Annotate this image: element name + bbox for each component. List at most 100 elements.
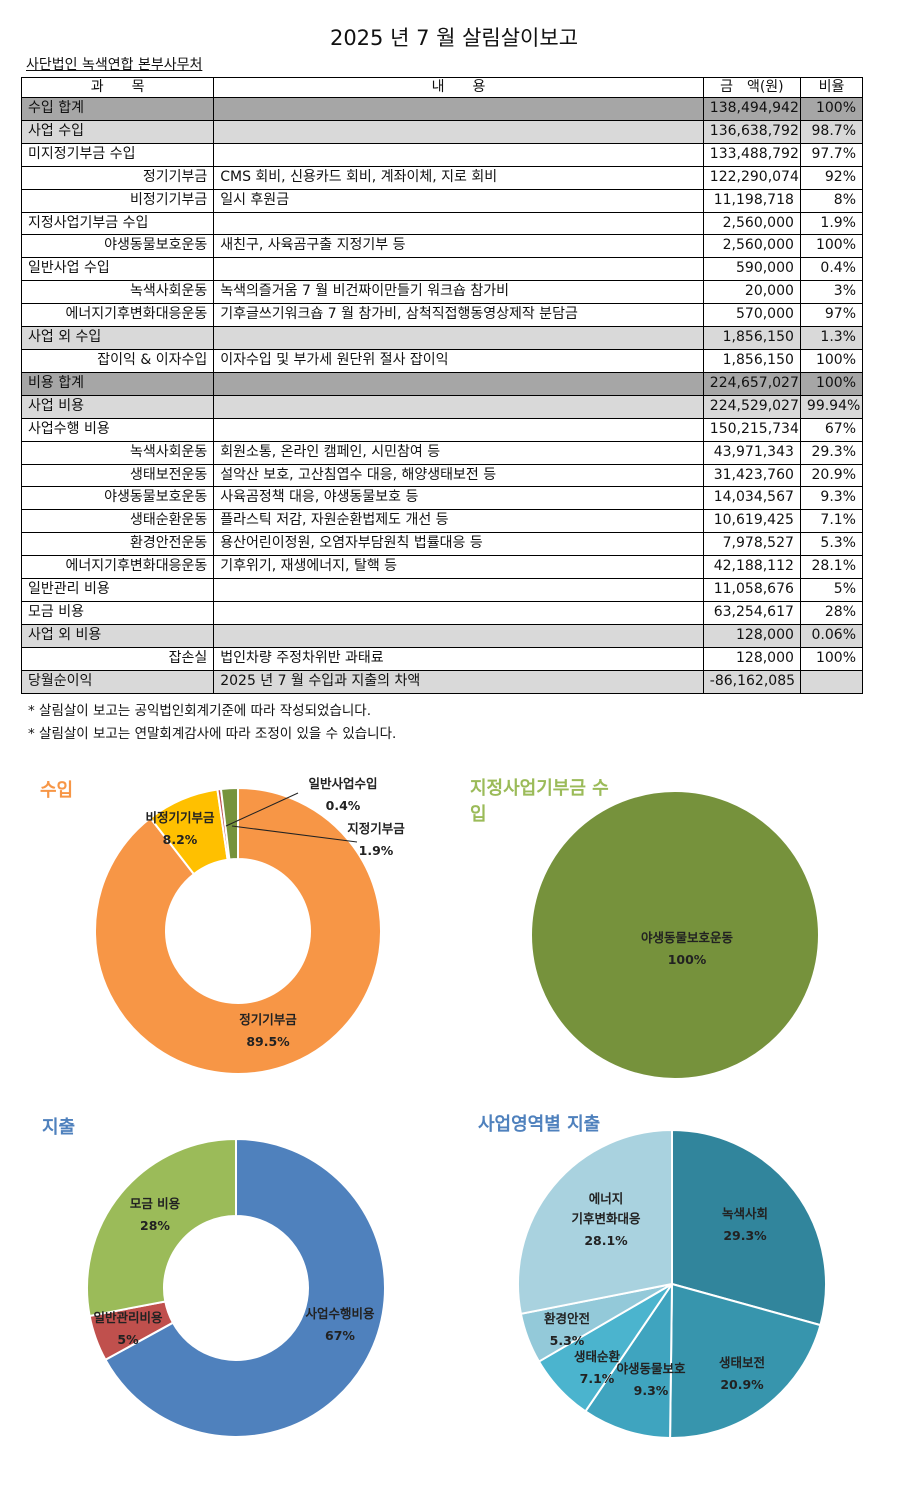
- slice-label: 에너지: [589, 1191, 624, 1206]
- table-cell-subject: 에너지기후변화대응운동: [20, 555, 215, 580]
- table-row: 생태순환운동 플라스틱 저감, 자원순환법제도 개선 등 10,619,425 7.1…: [20, 509, 864, 534]
- table-header-row: 과 목 내 용 금 액(원) 비율: [20, 77, 864, 98]
- table-cell-subject: 일반사업 수입: [20, 257, 215, 282]
- slice-value-label: 29.3%: [723, 1228, 767, 1243]
- table-cell-ratio: 98.7%: [799, 119, 864, 144]
- slice-label: 야생동물보호: [616, 1361, 686, 1376]
- table-cell-ratio: 99.94%: [799, 394, 864, 419]
- finance-table: 과 목 내 용 금 액(원) 비율 수입 합계 138,494,942 100% 사업…: [20, 77, 864, 694]
- table-cell-subject: 정기기부금: [20, 165, 215, 190]
- slice-value-label: 20.9%: [720, 1377, 764, 1392]
- table-cell-content: 기후위기, 재생에너지, 탈핵 등: [213, 555, 704, 580]
- table-cell-ratio: 1.3%: [799, 326, 864, 350]
- slice-value-label: 28.1%: [584, 1233, 628, 1248]
- table-cell-amount: 590,000: [702, 257, 801, 282]
- table-row: 정기기부금 CMS 회비, 신용카드 회비, 계좌이체, 지로 회비 122,290…: [20, 165, 864, 190]
- table-cell-subject: 생태순환운동: [20, 509, 215, 534]
- table-row: 사업 외 수입 1,856,150 1.3%: [20, 326, 864, 350]
- table-cell-content: 일시 후원금: [213, 188, 704, 213]
- pie-slice: [216, 787, 231, 861]
- table-row: 사업 외 비용 128,000 0.06%: [20, 623, 864, 648]
- table-cell-amount: 20,000: [702, 280, 801, 305]
- chart-title-expense: 지출: [42, 1117, 76, 1138]
- table-cell-subject: 생태보전운동: [20, 463, 215, 488]
- table-row: 에너지기후변화대응운동 기후위기, 재생에너지, 탈핵 등 42,188,112 28…: [20, 555, 864, 580]
- table-cell-subject: 사업 외 비용: [20, 623, 215, 648]
- pie-slice: [94, 786, 382, 1075]
- table-cell-amount: 11,198,718: [702, 188, 801, 213]
- table-cell-ratio: 100%: [799, 646, 864, 671]
- table-cell-subject: 미지정기부금 수입: [20, 142, 215, 167]
- table-cell-subject: 사업수행 비용: [20, 417, 215, 442]
- table-cell-ratio: 100%: [799, 371, 864, 396]
- table-cell-content: 플라스틱 저감, 자원순환법제도 개선 등: [213, 509, 704, 534]
- table-cell-ratio: 100%: [799, 234, 864, 259]
- pie-slice: [537, 1283, 673, 1413]
- pie-slice: [529, 790, 821, 1080]
- note-line: * 살림살이 보고는 공익법인회계기준에 따라 작성되었습니다.: [28, 703, 371, 719]
- notes: * 살림살이 보고는 공익법인회계기준에 따라 작성되었습니다. * 살림살이 …: [28, 700, 396, 746]
- slice-value-label: 0.4%: [326, 798, 361, 813]
- table-cell-ratio: 28.1%: [799, 555, 864, 580]
- table-cell-subject: 잡이익 & 이자수입: [20, 348, 215, 373]
- table-cell-subject: 사업 비용: [20, 394, 215, 419]
- slice-value-label: 28%: [140, 1218, 170, 1233]
- slice-label: 지정기부금: [347, 821, 405, 836]
- table-cell-ratio: 8%: [799, 188, 864, 213]
- pie-slice: [671, 1128, 827, 1327]
- slice-value-label: 100%: [668, 952, 707, 967]
- table-cell-content: [213, 211, 704, 236]
- slice-label: 환경안전: [544, 1311, 590, 1326]
- leader-line: [225, 792, 299, 827]
- pie-slice: [519, 1283, 673, 1363]
- table-cell-content: 2025 년 7 월 수입과 지출의 차액: [213, 669, 704, 694]
- table-cell-content: 기후글쓰기워크숍 7 월 참가비, 삼척직접행동영상제작 분담금: [213, 303, 704, 328]
- table-row: 야생동물보호운동 새친구, 사육곰구출 지정기부 등 2,560,000 100%: [20, 234, 864, 259]
- table-cell-amount: 224,529,027: [702, 394, 801, 419]
- pie-slice: [584, 1280, 674, 1440]
- table-cell-content: [213, 97, 704, 121]
- table-cell-subject: 비정기기부금: [20, 188, 215, 213]
- table-cell-content: 녹색의즐거움 7 월 비건짜이만들기 워크숍 참가비: [213, 280, 704, 305]
- table-cell-amount: 42,188,112: [702, 555, 801, 580]
- table-cell-subject: 야생동물보호운동: [20, 234, 215, 259]
- table-cell-amount: 2,560,000: [702, 211, 801, 236]
- table-row: 일반관리 비용 11,058,676 5%: [20, 578, 864, 602]
- table-cell-content: [213, 578, 704, 602]
- table-cell-ratio: 100%: [799, 97, 864, 121]
- slice-value-label: 1.9%: [359, 843, 394, 858]
- table-cell-subject: 당월순이익: [20, 669, 215, 694]
- table-cell-subject: 사업 수입: [20, 119, 215, 144]
- slice-value-label: 5.3%: [550, 1333, 585, 1348]
- page-title: 2025 년 7 월 살림살이보고: [329, 26, 579, 50]
- column-header-amount: 금 액(원): [702, 77, 801, 98]
- pie-slice: [516, 1128, 673, 1315]
- table-cell-ratio: 1.9%: [799, 211, 864, 236]
- table-row: 에너지기후변화대응운동 기후글쓰기워크숍 7 월 참가비, 삼척직접행동영상제작 …: [20, 303, 864, 328]
- table-row: 지정사업기부금 수입 2,560,000 1.9%: [20, 211, 864, 236]
- table-cell-ratio: 0.4%: [799, 257, 864, 282]
- table-cell-amount: 150,215,734: [702, 417, 801, 442]
- table-cell-ratio: 5%: [799, 578, 864, 602]
- pie-slice: [148, 788, 229, 876]
- table-cell-amount: 128,000: [702, 646, 801, 671]
- table-cell-ratio: 20.9%: [799, 463, 864, 488]
- table-cell-content: [213, 142, 704, 167]
- table-row: 잡이익 & 이자수입 이자수입 및 부가세 원단위 절사 잡이익 1,856,150…: [20, 348, 864, 373]
- table-cell-content: [213, 417, 704, 442]
- slice-label: 일반사업수입: [308, 776, 377, 791]
- column-header-ratio: 비율: [799, 77, 864, 98]
- table-cell-subject: 녹색사회운동: [20, 440, 215, 465]
- table-cell-ratio: 9.3%: [799, 486, 864, 511]
- table-body: 수입 합계 138,494,942 100% 사업 수입 136,638,792 98.7…: [20, 97, 864, 694]
- table-cell-content: 회원소통, 온라인 캠페인, 시민참여 등: [213, 440, 704, 465]
- table-cell-amount: 10,619,425: [702, 509, 801, 534]
- table-row: 녹색사회운동 녹색의즐거움 7 월 비건짜이만들기 워크숍 참가비 20,000 3%: [20, 280, 864, 305]
- table-cell-ratio: 28%: [799, 600, 864, 625]
- slice-label: 모금 비용: [130, 1196, 181, 1211]
- table-row: 비용 합계 224,657,027 100%: [20, 371, 864, 396]
- slice-value-label: 9.3%: [634, 1383, 669, 1398]
- table-row: 사업수행 비용 150,215,734 67%: [20, 417, 864, 442]
- pie-slice: [88, 1300, 175, 1362]
- table-cell-content: [213, 623, 704, 648]
